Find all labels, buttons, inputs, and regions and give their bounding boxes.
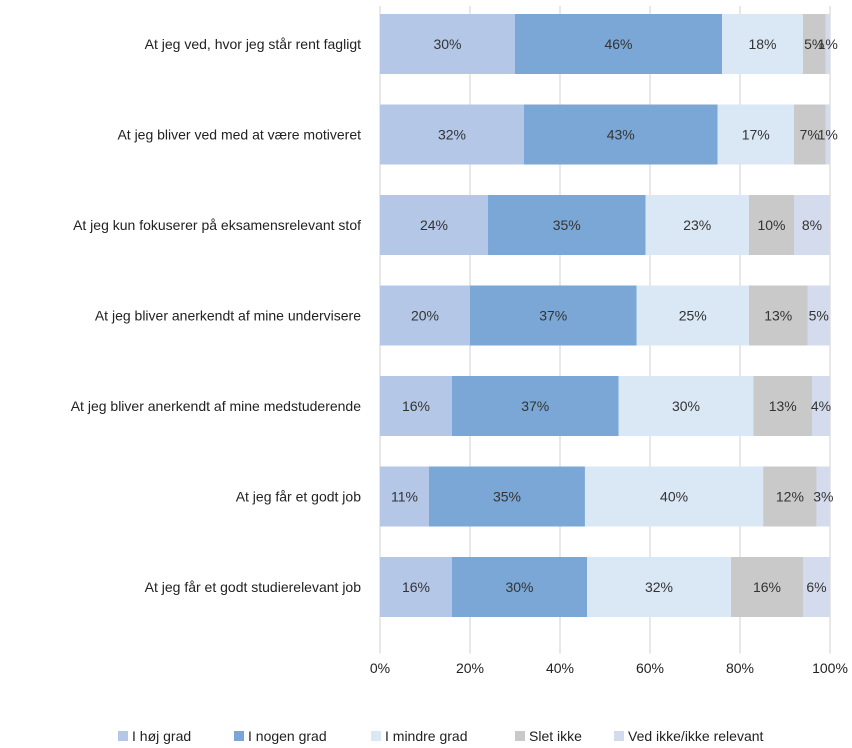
data-label: 13% bbox=[769, 398, 797, 414]
bar-segment bbox=[380, 376, 452, 436]
data-label: 30% bbox=[672, 398, 700, 414]
bar-segment bbox=[749, 195, 794, 255]
legend-label: Slet ikke bbox=[529, 728, 582, 744]
bar-segment bbox=[524, 104, 718, 165]
data-label: 5% bbox=[809, 308, 829, 324]
bar-segment bbox=[731, 557, 803, 617]
data-label: 40% bbox=[660, 489, 688, 505]
data-label: 17% bbox=[742, 127, 770, 143]
bar-segment bbox=[429, 466, 585, 527]
data-label: 30% bbox=[505, 579, 533, 595]
data-label: 25% bbox=[679, 308, 707, 324]
x-axis-ticks: 0% 20% 40% 60% 80% 100% bbox=[370, 660, 848, 676]
bar-segment bbox=[812, 376, 830, 436]
bar-segment bbox=[618, 376, 754, 436]
data-label: 43% bbox=[607, 127, 635, 143]
data-label: 16% bbox=[753, 579, 781, 595]
category-label: At jeg bliver ved med at være motiveret bbox=[117, 127, 361, 143]
data-label: 23% bbox=[683, 217, 711, 233]
legend-swatch bbox=[371, 731, 381, 741]
category-label: At jeg får et godt studierelevant job bbox=[145, 579, 362, 595]
bar-segment bbox=[763, 466, 817, 527]
bar-segment bbox=[825, 104, 830, 165]
data-label: 37% bbox=[521, 398, 549, 414]
bar-segment bbox=[794, 104, 826, 165]
bar-segment bbox=[717, 104, 794, 165]
bar-segment bbox=[807, 285, 830, 346]
data-label: 18% bbox=[748, 36, 776, 52]
x-tick-label: 40% bbox=[546, 660, 574, 676]
data-label: 7% bbox=[800, 127, 820, 143]
data-label: 20% bbox=[411, 308, 439, 324]
data-label: 35% bbox=[553, 217, 581, 233]
category-label: At jeg kun fokuserer på eksamensrelevant… bbox=[73, 217, 361, 233]
bar-segment bbox=[803, 557, 830, 617]
x-tick-label: 0% bbox=[370, 660, 390, 676]
bars: 30% 46% 18% 5%1%32% 43% 17% 7%1%24% 35% 23% 10% 8%… bbox=[380, 14, 838, 617]
legend-swatch bbox=[234, 731, 244, 741]
bar-segment bbox=[380, 195, 488, 255]
bar-segment bbox=[816, 466, 830, 527]
data-label: 3% bbox=[813, 489, 833, 505]
bar-segment bbox=[452, 376, 619, 436]
legend-swatch bbox=[118, 731, 128, 741]
bar-segment bbox=[488, 195, 646, 255]
bar-segment bbox=[452, 557, 587, 617]
bar-segment bbox=[753, 376, 812, 436]
legend-label: I høj grad bbox=[132, 728, 191, 744]
category-label: At jeg bliver anerkendt af mine medstude… bbox=[71, 398, 361, 414]
x-tick-label: 20% bbox=[456, 660, 484, 676]
data-label: 10% bbox=[757, 217, 785, 233]
data-label: 1% bbox=[818, 36, 838, 52]
x-tick-label: 80% bbox=[726, 660, 754, 676]
bar-segment bbox=[645, 195, 749, 255]
data-label: 4% bbox=[811, 398, 831, 414]
category-labels: At jeg ved, hvor jeg står rent fagligt At… bbox=[71, 36, 361, 595]
legend-swatch bbox=[515, 731, 525, 741]
data-label: 1% bbox=[818, 127, 838, 143]
data-label: 37% bbox=[539, 308, 567, 324]
legend-label: Ved ikke/ikke relevant bbox=[628, 728, 764, 744]
data-label: 24% bbox=[420, 217, 448, 233]
bar-segment bbox=[515, 14, 722, 74]
bar-segment bbox=[794, 195, 830, 255]
data-label: 12% bbox=[776, 489, 804, 505]
bar-segment bbox=[636, 285, 749, 346]
data-label: 32% bbox=[438, 127, 466, 143]
data-label: 8% bbox=[802, 217, 822, 233]
legend-label: I mindre grad bbox=[385, 728, 467, 744]
data-label: 11% bbox=[391, 489, 418, 505]
category-label: At jeg bliver anerkendt af mine undervis… bbox=[95, 308, 361, 324]
bar-segment bbox=[380, 466, 430, 527]
data-label: 5% bbox=[804, 36, 824, 52]
bar-segment bbox=[722, 14, 803, 74]
category-label: At jeg får et godt job bbox=[236, 489, 362, 505]
x-tick-label: 60% bbox=[636, 660, 664, 676]
data-label: 35% bbox=[493, 489, 521, 505]
bar-segment bbox=[587, 557, 731, 617]
data-label: 46% bbox=[604, 36, 632, 52]
data-label: 6% bbox=[806, 579, 826, 595]
legend: I høj grad I nogen grad I mindre grad Slet … bbox=[118, 728, 764, 744]
bar-segment bbox=[380, 557, 452, 617]
data-label: 16% bbox=[402, 579, 430, 595]
bar-segment bbox=[380, 285, 470, 346]
data-label: 30% bbox=[433, 36, 461, 52]
bar-segment bbox=[380, 14, 515, 74]
data-label: 32% bbox=[645, 579, 673, 595]
data-label: 13% bbox=[764, 308, 792, 324]
x-tick-label: 100% bbox=[812, 660, 848, 676]
bar-segment bbox=[380, 104, 524, 165]
bar-segment bbox=[584, 466, 764, 527]
legend-label: I nogen grad bbox=[248, 728, 327, 744]
bar-segment bbox=[825, 14, 830, 74]
category-label: At jeg ved, hvor jeg står rent fagligt bbox=[145, 36, 361, 52]
bar-segment bbox=[470, 285, 637, 346]
bar-segment bbox=[803, 14, 826, 74]
data-label: 16% bbox=[402, 398, 430, 414]
bar-segment bbox=[749, 285, 808, 346]
legend-swatch bbox=[614, 731, 624, 741]
